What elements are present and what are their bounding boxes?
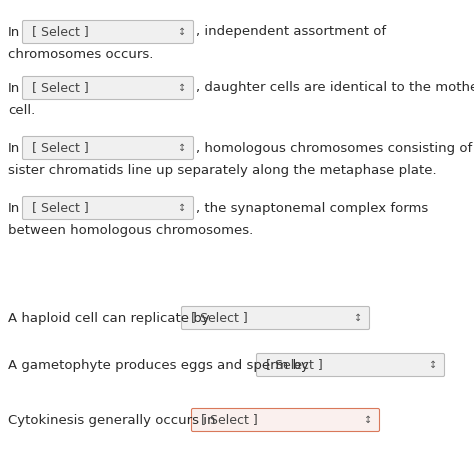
FancyBboxPatch shape (256, 354, 445, 377)
Text: between homologous chromosomes.: between homologous chromosomes. (8, 224, 253, 236)
FancyBboxPatch shape (22, 136, 193, 160)
FancyBboxPatch shape (22, 196, 193, 219)
Text: , independent assortment of: , independent assortment of (196, 25, 386, 39)
Text: [ Select ]: [ Select ] (266, 359, 323, 372)
Text: , daughter cells are identical to the mother: , daughter cells are identical to the mo… (196, 82, 474, 95)
FancyBboxPatch shape (22, 20, 193, 43)
Text: ↕: ↕ (178, 203, 186, 213)
Text: ↕: ↕ (354, 313, 362, 323)
Text: ↕: ↕ (178, 27, 186, 37)
Text: [ Select ]: [ Select ] (32, 201, 89, 214)
Text: In: In (8, 142, 20, 154)
Text: [ Select ]: [ Select ] (191, 312, 248, 325)
Text: chromosomes occurs.: chromosomes occurs. (8, 47, 154, 60)
Text: , the synaptonemal complex forms: , the synaptonemal complex forms (196, 201, 428, 214)
FancyBboxPatch shape (182, 307, 370, 330)
Text: sister chromatids line up separately along the metaphase plate.: sister chromatids line up separately alo… (8, 164, 437, 177)
Text: [ Select ]: [ Select ] (201, 414, 258, 426)
Text: [ Select ]: [ Select ] (32, 82, 89, 95)
Text: ↕: ↕ (178, 143, 186, 153)
Text: Cytokinesis generally occurs in: Cytokinesis generally occurs in (8, 414, 216, 426)
Text: In: In (8, 82, 20, 95)
Text: A gametophyte produces eggs and sperm by: A gametophyte produces eggs and sperm by (8, 359, 309, 372)
Text: , homologous chromosomes consisting of: , homologous chromosomes consisting of (196, 142, 472, 154)
Text: [ Select ]: [ Select ] (32, 142, 89, 154)
FancyBboxPatch shape (191, 408, 380, 431)
Text: In: In (8, 25, 20, 39)
Text: ↕: ↕ (429, 360, 437, 370)
Text: ↕: ↕ (178, 83, 186, 93)
Text: cell.: cell. (8, 104, 35, 117)
Text: ↕: ↕ (364, 415, 372, 425)
Text: In: In (8, 201, 20, 214)
FancyBboxPatch shape (22, 77, 193, 100)
Text: A haploid cell can replicate by: A haploid cell can replicate by (8, 312, 210, 325)
Text: [ Select ]: [ Select ] (32, 25, 89, 39)
